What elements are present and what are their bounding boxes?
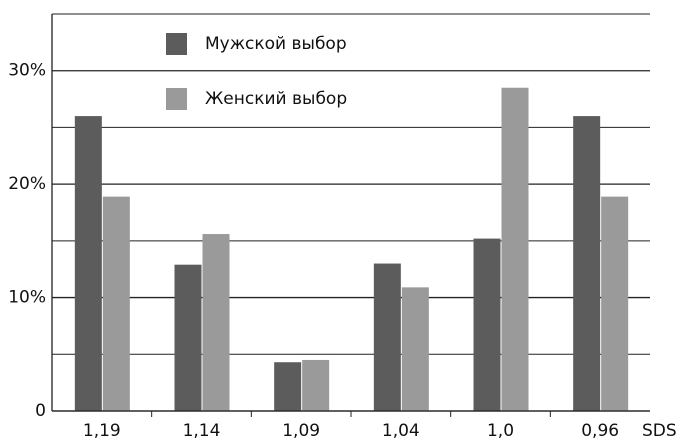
y-tick-label: 20%	[8, 174, 46, 194]
x-tick-label: 1,04	[382, 421, 420, 441]
bar	[274, 362, 302, 411]
x-tick-label: 1,0	[487, 421, 514, 441]
x-axis-label: SDS	[642, 421, 677, 441]
legend-swatch	[166, 88, 187, 110]
bar	[174, 264, 202, 411]
bar	[501, 87, 529, 411]
bar	[302, 359, 330, 411]
bar	[373, 263, 401, 411]
legend-swatch	[166, 33, 187, 55]
x-tick-label: 1,14	[183, 421, 221, 441]
bar	[401, 287, 429, 411]
x-tick-label: 1,09	[282, 421, 320, 441]
legend-label: Женский выбор	[205, 89, 347, 109]
legend-label: Мужской выбор	[205, 34, 347, 54]
x-tick-label: 1,19	[83, 421, 121, 441]
y-tick-label: 10%	[8, 288, 46, 308]
bar	[74, 116, 102, 411]
bar	[573, 116, 601, 411]
y-tick-label: 30%	[8, 61, 46, 81]
bar	[473, 238, 501, 411]
bar	[202, 234, 230, 411]
y-tick-label: 0	[35, 401, 46, 421]
bar	[102, 196, 130, 411]
x-tick-label: 0,96	[581, 421, 619, 441]
bar	[601, 196, 629, 411]
